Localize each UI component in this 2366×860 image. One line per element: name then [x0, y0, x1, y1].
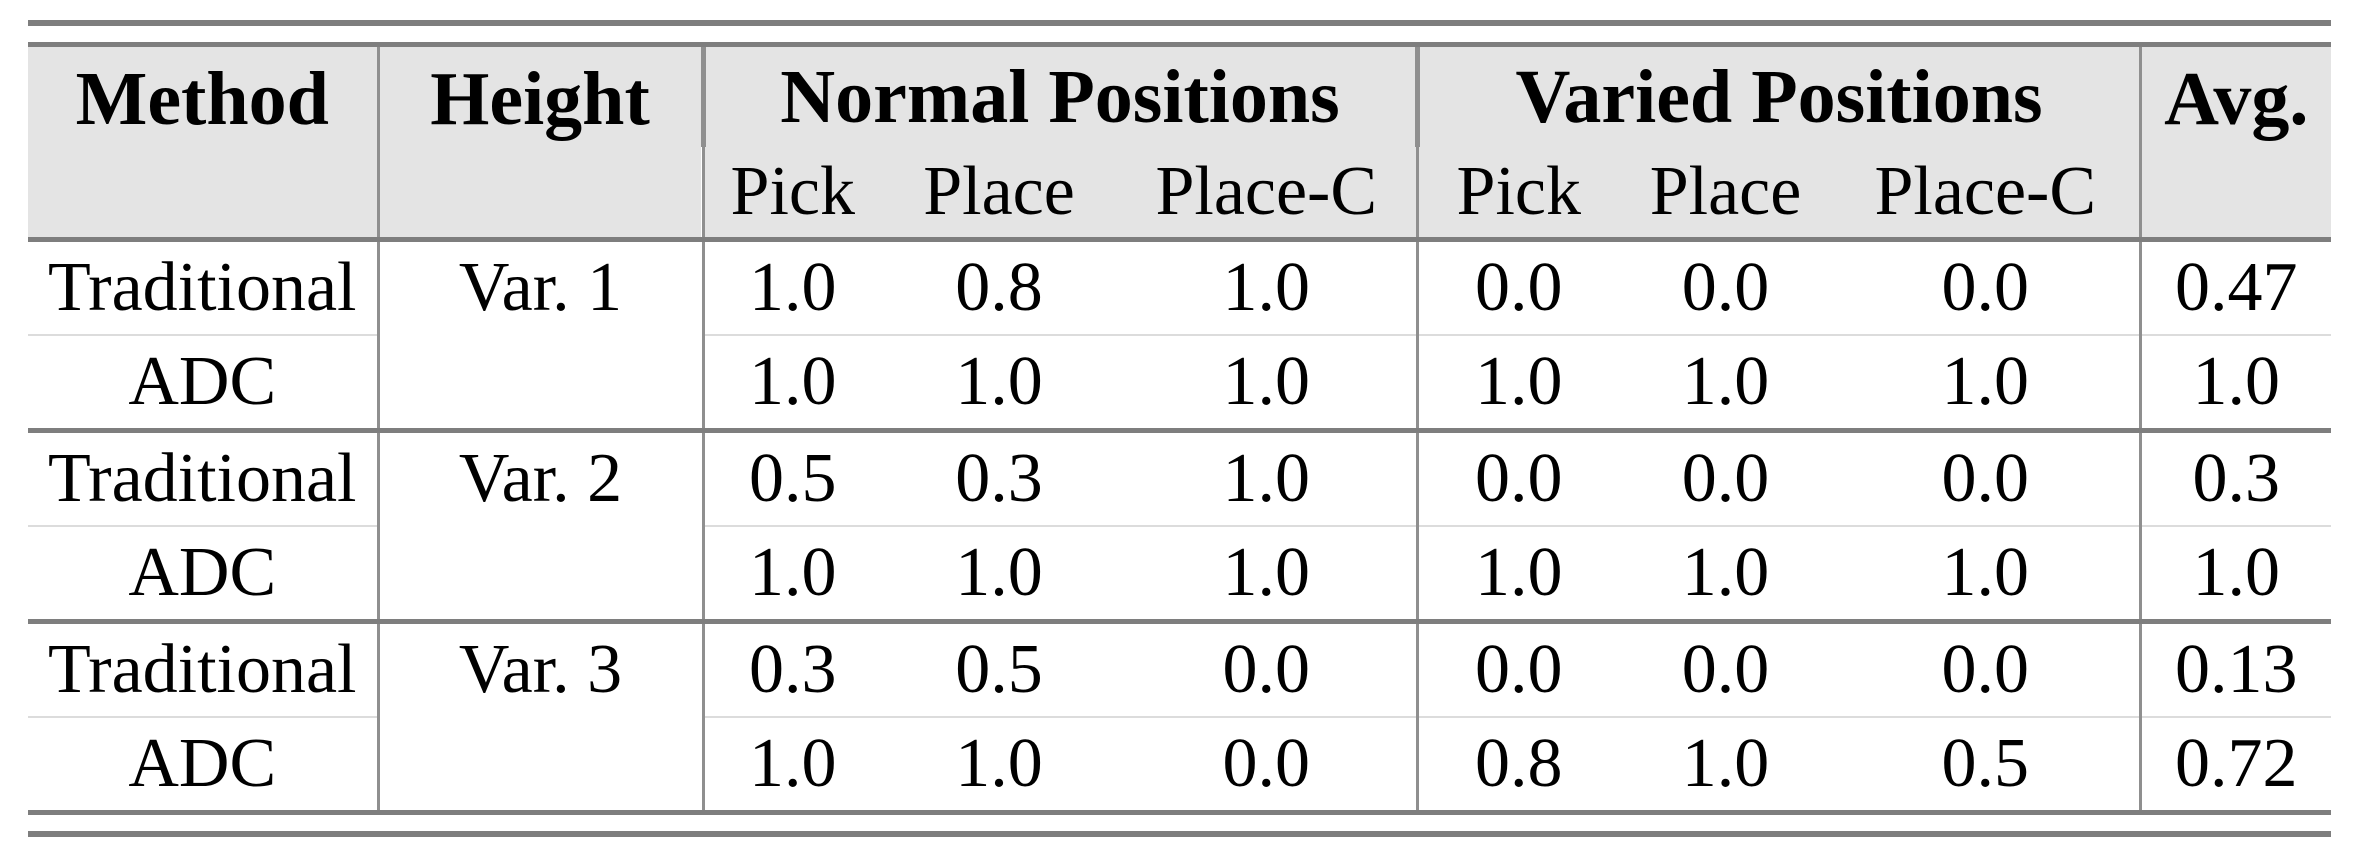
group-var-1: Traditional Var. 1 1.0 0.8 1.0 0.0 0.0 0…: [28, 237, 2332, 431]
data-cell: 1.0: [701, 716, 881, 813]
data-cell: 0.0: [1415, 619, 1620, 717]
data-cell: 1.0: [1619, 334, 1833, 431]
avg-cell: 0.72: [2138, 716, 2332, 813]
height-cell: Var. 1: [376, 237, 703, 431]
method-cell: Traditional: [28, 619, 378, 717]
results-table: Method Height Normal Positions Varied Po…: [28, 42, 2332, 815]
data-cell: 1.0: [1117, 334, 1418, 431]
group-var-3: Traditional Var. 3 0.3 0.5 0.0 0.0 0.0 0…: [28, 619, 2332, 813]
data-cell: 1.0: [881, 334, 1117, 431]
data-cell: 0.0: [1415, 237, 1620, 335]
subheader-normal-place: Place: [881, 147, 1117, 240]
data-cell: 0.0: [1619, 619, 1833, 717]
data-cell: 0.0: [1415, 428, 1620, 526]
group-var-2: Traditional Var. 2 0.5 0.3 1.0 0.0 0.0 0…: [28, 428, 2332, 622]
data-cell: 1.0: [1117, 237, 1418, 335]
data-cell: 1.0: [1117, 428, 1418, 526]
data-cell: 0.0: [1117, 716, 1418, 813]
height-cell: Var. 3: [376, 619, 703, 813]
avg-cell: 1.0: [2138, 525, 2332, 622]
table-row-traditional-var1: Traditional Var. 1 1.0 0.8 1.0 0.0 0.0 0…: [28, 237, 2332, 431]
avg-cell: 0.13: [2138, 619, 2332, 717]
data-cell: 1.0: [1619, 525, 1833, 622]
data-cell: 0.5: [701, 428, 881, 526]
avg-cell: 0.47: [2138, 237, 2332, 335]
data-cell: 0.5: [881, 619, 1117, 717]
avg-cell: 0.3: [2138, 428, 2332, 526]
data-cell: 1.0: [1117, 525, 1418, 622]
data-cell: 0.8: [1415, 716, 1620, 813]
data-cell: 0.0: [1619, 428, 1833, 526]
table-row-adc-var3: ADC 1.0 1.0 0.0 0.8 1.0 0.5 0.72: [28, 716, 2332, 813]
method-cell: ADC: [28, 525, 378, 622]
header-cell-avg: Avg.: [2138, 42, 2332, 240]
data-cell: 1.0: [1415, 334, 1620, 431]
data-cell: 0.0: [1832, 619, 2141, 717]
data-cell: 0.0: [1832, 237, 2141, 335]
table-row-adc-var1: ADC 1.0 1.0 1.0 1.0 1.0 1.0 1.0: [28, 334, 2332, 431]
subheader-varied-place: Place: [1619, 147, 1833, 240]
data-cell: 1.0: [1832, 525, 2141, 622]
data-cell: 0.3: [701, 619, 881, 717]
data-cell: 1.0: [1415, 525, 1620, 622]
header-cell-normal-positions: Normal Positions: [700, 42, 1418, 147]
data-cell: 1.0: [701, 525, 881, 622]
subheader-normal-place-c-highlighted: Place-C: [1117, 147, 1418, 240]
method-cell: ADC: [28, 334, 378, 431]
data-cell: 0.0: [1117, 619, 1418, 717]
data-cell: 1.0: [701, 334, 881, 431]
data-cell: 1.0: [701, 237, 881, 335]
results-table-container: Method Height Normal Positions Varied Po…: [28, 20, 2332, 837]
data-cell: 0.3: [881, 428, 1117, 526]
header-cell-height: Height: [376, 42, 703, 240]
data-cell: 1.0: [881, 716, 1117, 813]
data-cell: 0.5: [1832, 716, 2141, 813]
table-row-traditional-var2: Traditional Var. 2 0.5 0.3 1.0 0.0 0.0 0…: [28, 428, 2332, 622]
avg-cell: 1.0: [2138, 334, 2332, 431]
data-cell: 0.8: [881, 237, 1117, 335]
method-cell: Traditional: [28, 428, 378, 526]
subheader-normal-pick: Pick: [701, 147, 881, 240]
data-cell: 1.0: [881, 525, 1117, 622]
header-cell-method: Method: [28, 42, 378, 240]
table-row-adc-var2: ADC 1.0 1.0 1.0 1.0 1.0 1.0 1.0: [28, 525, 2332, 622]
data-cell: 1.0: [1832, 334, 2141, 431]
method-cell: ADC: [28, 716, 378, 813]
subheader-varied-place-c-highlighted: Place-C: [1832, 147, 2141, 240]
subheader-varied-pick: Pick: [1415, 147, 1620, 240]
method-cell: Traditional: [28, 237, 378, 335]
header-cell-varied-positions: Varied Positions: [1414, 42, 2141, 147]
header-row-groups: Method Height Normal Positions Varied Po…: [28, 42, 2332, 240]
table-row-traditional-var3: Traditional Var. 3 0.3 0.5 0.0 0.0 0.0 0…: [28, 619, 2332, 813]
height-cell: Var. 2: [376, 428, 703, 622]
data-cell: 0.0: [1619, 237, 1833, 335]
data-cell: 0.0: [1832, 428, 2141, 526]
header-row-subcolumns: Pick Place Place-C Pick Place Place-C: [28, 147, 2331, 240]
data-cell: 1.0: [1619, 716, 1833, 813]
